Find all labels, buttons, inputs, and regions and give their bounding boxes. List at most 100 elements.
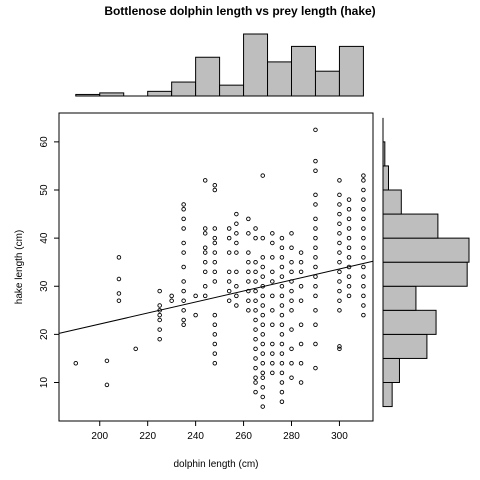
data-point: [226, 226, 232, 231]
data-point: [313, 341, 318, 347]
data-point: [337, 221, 342, 226]
data-point: [337, 344, 342, 349]
data-point: [234, 293, 239, 299]
data-point: [313, 192, 318, 198]
data-point: [181, 206, 186, 212]
data-point: [270, 279, 275, 284]
data-point: [337, 178, 342, 183]
data-point: [313, 274, 318, 279]
data-point: [313, 127, 318, 133]
top-histogram: [75, 33, 364, 97]
data-point: [346, 274, 352, 279]
data-point: [279, 312, 285, 318]
data-point: [361, 245, 366, 250]
data-point: [169, 293, 174, 299]
data-point: [116, 255, 122, 260]
data-point: [361, 206, 366, 212]
data-point: [181, 202, 186, 207]
data-point: [270, 308, 275, 313]
data-point: [361, 284, 366, 289]
data-point: [337, 346, 342, 352]
data-point: [260, 293, 265, 299]
data-point: [260, 341, 265, 347]
right-histogram-bar: [382, 165, 389, 191]
data-point: [253, 380, 258, 385]
data-point: [260, 322, 265, 328]
data-point: [193, 312, 198, 318]
right-histogram-bar: [382, 261, 468, 287]
data-point: [260, 312, 265, 318]
data-point: [212, 226, 218, 231]
data-point: [181, 216, 186, 222]
data-point: [279, 235, 285, 241]
data-point: [253, 365, 258, 371]
data-point: [289, 308, 294, 313]
x-tick-label: 260: [235, 431, 252, 442]
data-point: [337, 192, 342, 198]
data-point: [298, 259, 304, 265]
data-point: [279, 264, 285, 270]
data-point: [202, 250, 208, 255]
data-point: [313, 322, 318, 328]
data-point: [313, 226, 318, 231]
data-point: [279, 322, 285, 328]
data-point: [181, 250, 186, 255]
data-point: [346, 206, 352, 212]
right-histogram-bar: [382, 382, 393, 408]
data-point: [270, 351, 275, 356]
data-point: [361, 303, 366, 308]
data-point: [157, 327, 162, 332]
data-point: [212, 259, 218, 265]
data-point: [246, 259, 251, 265]
data-point: [313, 255, 318, 260]
top-histogram-bar: [171, 81, 197, 97]
data-point: [289, 245, 294, 250]
data-point: [279, 255, 285, 260]
data-point: [279, 245, 285, 250]
data-point: [212, 235, 218, 241]
data-point: [212, 351, 218, 356]
data-point: [212, 322, 218, 328]
data-point: [346, 216, 352, 222]
data-point: [212, 187, 218, 193]
y-axis: 10 20 30 40 50 60: [39, 136, 59, 388]
data-point: [313, 202, 318, 207]
data-point: [246, 231, 251, 236]
data-point: [346, 284, 352, 289]
data-point: [226, 269, 232, 275]
data-point: [289, 361, 294, 366]
data-point: [234, 211, 239, 217]
data-point: [313, 308, 318, 313]
data-point: [169, 298, 174, 303]
data-point: [212, 341, 218, 347]
data-point: [346, 235, 352, 241]
data-point: [253, 308, 258, 313]
data-point: [212, 332, 218, 337]
x-axis: 200 220 240 260 280 300: [91, 420, 348, 442]
data-point: [104, 382, 110, 388]
data-point: [279, 341, 285, 347]
data-point: [298, 380, 304, 385]
data-point: [346, 226, 352, 231]
data-point: [253, 288, 258, 294]
data-point: [260, 303, 265, 308]
data-point: [289, 327, 294, 332]
y-tick-label: 40: [39, 232, 50, 244]
data-point: [337, 211, 342, 217]
data-point: [253, 269, 258, 275]
data-point: [289, 375, 294, 380]
data-point: [212, 182, 218, 188]
data-point: [157, 336, 162, 342]
data-point: [234, 284, 239, 289]
data-point: [212, 250, 218, 255]
data-point: [279, 284, 285, 289]
data-point: [270, 322, 275, 328]
data-point: [337, 259, 342, 265]
data-point: [337, 288, 342, 294]
data-point: [270, 293, 275, 299]
data-point: [226, 288, 232, 294]
right-histogram-bar: [382, 189, 402, 215]
data-point: [234, 231, 239, 236]
data-point: [279, 293, 285, 299]
data-point: [270, 255, 275, 260]
